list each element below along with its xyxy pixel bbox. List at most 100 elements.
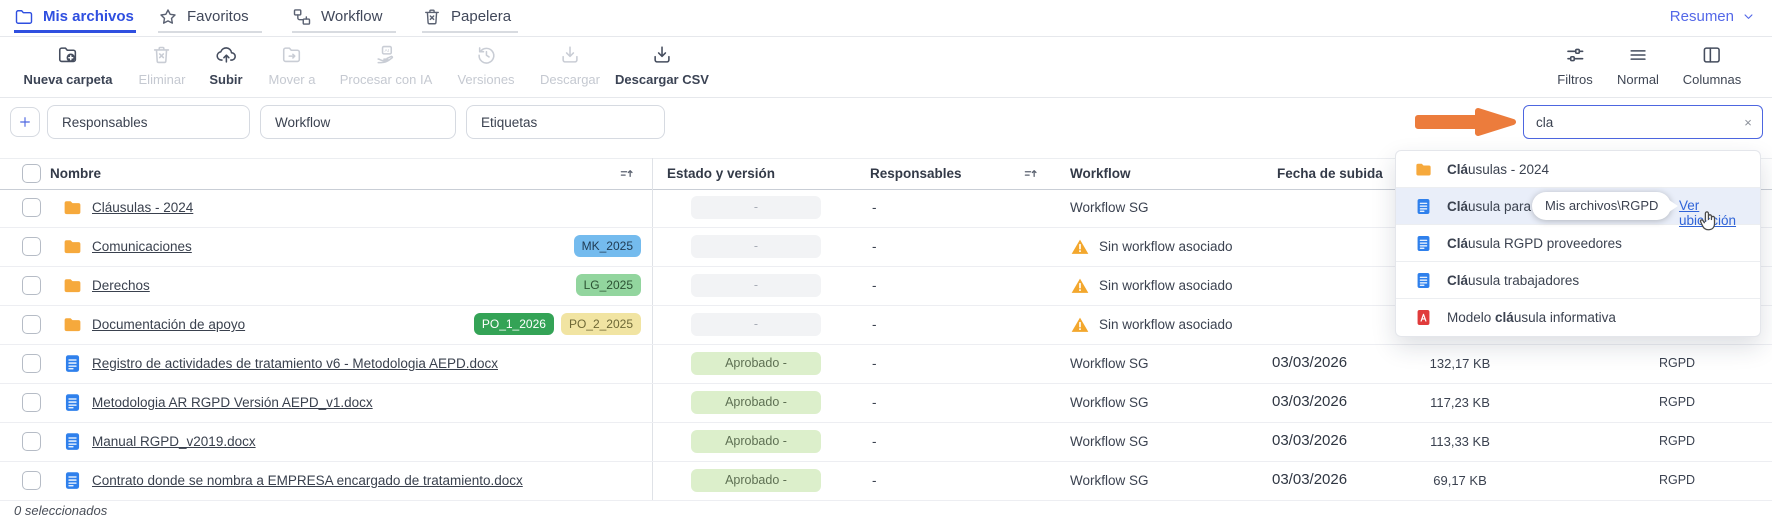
warning-icon: [1070, 276, 1090, 296]
responsables-cell: -: [872, 317, 877, 332]
tab-favoritos[interactable]: Favoritos: [158, 0, 262, 33]
row-checkbox[interactable]: [22, 393, 41, 412]
toolbar-button-descargar: Descargar: [540, 44, 600, 87]
sort-icon[interactable]: [618, 165, 636, 183]
date-cell: 03/03/2026: [1272, 432, 1348, 449]
folder-icon: [62, 275, 83, 296]
folder-name-link[interactable]: Derechos: [92, 278, 150, 293]
annotation-arrow: [1414, 107, 1518, 137]
folder-name-link[interactable]: Cláusulas - 2024: [92, 200, 194, 215]
row-checkbox[interactable]: [22, 315, 41, 334]
search-result-item[interactable]: Cláusula trabajadores: [1396, 262, 1760, 299]
toolbar-button-procesar-con-ia: AI Procesar con IA: [340, 44, 432, 87]
search-result-item[interactable]: Cláusula RGPD proveedores: [1396, 225, 1760, 262]
table-row: Documentación de apoyo PO_1_2026 PO_2_202…: [0, 305, 1772, 345]
tag-badge: LG_2025: [575, 274, 641, 296]
filter-select-responsables[interactable]: Responsables: [47, 105, 250, 139]
category-cell: RGPD: [1658, 395, 1696, 409]
folder-name-link[interactable]: Comunicaciones: [92, 239, 192, 254]
row-checkbox[interactable]: [22, 276, 41, 295]
responsables-cell: -: [872, 473, 877, 488]
sort-icon[interactable]: [1022, 165, 1040, 183]
responsables-cell: -: [872, 356, 877, 371]
folder-icon: [62, 314, 83, 335]
toolbar-button-columnas[interactable]: Columnas: [1683, 44, 1741, 87]
workflow-cell: Workflow SG: [1070, 200, 1149, 215]
ver-ubicacion-link[interactable]: Ver ubicación: [1679, 198, 1737, 228]
table-row: Cláusulas - 2024 - - Workflow SG: [0, 188, 1772, 228]
tab-workflow[interactable]: Workflow: [292, 0, 396, 33]
responsables-cell: -: [872, 239, 877, 254]
responsables-cell: -: [872, 200, 877, 215]
table-row: Metodologia AR RGPD Versión AEPD_v1.docx…: [0, 383, 1772, 423]
date-cell: 03/03/2026: [1272, 354, 1348, 371]
search-result-item[interactable]: Modelo cláusula informativa: [1396, 299, 1760, 336]
filter-sliders-icon: [1564, 44, 1586, 66]
row-checkbox[interactable]: [22, 471, 41, 490]
add-filter-button[interactable]: [10, 107, 40, 137]
status-pill: -: [691, 313, 821, 336]
toolbar-button-descargar-csv[interactable]: Descargar CSV: [615, 44, 709, 87]
word-doc-icon: [1414, 197, 1433, 216]
row-checkbox[interactable]: [22, 237, 41, 256]
pdf-icon: [1414, 308, 1433, 327]
svg-text:AI: AI: [385, 48, 390, 54]
file-name-link[interactable]: Metodologia AR RGPD Versión AEPD_v1.docx: [92, 395, 373, 410]
table-row: Contrato donde se nombra a EMPRESA encar…: [0, 461, 1772, 501]
toolbar-button-filtros[interactable]: Filtros: [1557, 44, 1593, 87]
toolbar: Nueva carpeta Eliminar Subir Mover a AI …: [0, 36, 1772, 98]
warning-icon: [1070, 315, 1090, 335]
status-pill: Aprobado -: [691, 430, 821, 453]
table-header: Nombre Estado y versión Responsables Wor…: [0, 158, 1772, 190]
tag-badge: MK_2025: [573, 235, 641, 257]
workflow-cell: Sin workflow asociado: [1070, 236, 1233, 257]
filter-select-etiquetas[interactable]: Etiquetas: [466, 105, 665, 139]
word-doc-icon: [1414, 234, 1433, 253]
toolbar-button-normal[interactable]: Normal: [1617, 44, 1659, 87]
workflow-cell: Workflow SG: [1070, 395, 1149, 410]
clear-search-icon[interactable]: ×: [1744, 114, 1752, 130]
row-checkbox[interactable]: [22, 432, 41, 451]
download-icon: [559, 44, 581, 66]
list-lines-icon: [1627, 44, 1649, 66]
word-doc-icon: [62, 470, 83, 491]
resumen-toggle[interactable]: Resumen: [1670, 0, 1756, 33]
search-result-item[interactable]: Cláusulas - 2024: [1396, 151, 1760, 188]
select-all-checkbox[interactable]: [22, 164, 41, 183]
word-doc-icon: [62, 353, 83, 374]
file-name-link[interactable]: Manual RGPD_v2019.docx: [92, 434, 256, 449]
tab-mis-archivos[interactable]: Mis archivos: [14, 0, 136, 33]
file-name-link[interactable]: Contrato donde se nombra a EMPRESA encar…: [92, 473, 523, 488]
workflow-cell: Sin workflow asociado: [1070, 275, 1233, 296]
plus-icon: [17, 114, 33, 130]
hand-cursor-icon: [1695, 208, 1721, 234]
move-folder-icon: [281, 44, 303, 66]
toolbar-button-versiones: Versiones: [457, 44, 515, 87]
download-icon: [651, 44, 673, 66]
category-cell: RGPD: [1658, 356, 1696, 370]
workflow-cell: Workflow SG: [1070, 356, 1149, 371]
folder-name-link[interactable]: Documentación de apoyo: [92, 317, 246, 332]
toolbar-button-subir[interactable]: Subir: [209, 44, 243, 87]
toolbar-button-nueva-carpeta[interactable]: Nueva carpeta: [24, 44, 112, 87]
size-cell: 132,17 KB: [1429, 356, 1491, 371]
folder-icon: [1414, 160, 1433, 179]
responsables-cell: -: [872, 434, 877, 449]
search-input[interactable]: [1524, 114, 1734, 130]
star-icon: [158, 7, 178, 27]
selection-count: 0 seleccionados: [14, 503, 108, 518]
history-icon: [475, 44, 497, 66]
filter-select-workflow[interactable]: Workflow: [260, 105, 456, 139]
column-header-fecha: Fecha de subida: [1277, 166, 1383, 181]
status-pill: Aprobado -: [691, 352, 821, 375]
folder-icon: [62, 236, 83, 257]
tag-list: MK_2025: [420, 235, 641, 257]
file-name-link[interactable]: Registro de actividades de tratamiento v…: [92, 356, 498, 371]
row-checkbox[interactable]: [22, 354, 41, 373]
column-divider: [652, 158, 653, 500]
tab-papelera[interactable]: Papelera: [422, 0, 518, 33]
word-doc-icon: [1414, 271, 1433, 290]
table-row: Registro de actividades de tratamiento v…: [0, 344, 1772, 384]
row-checkbox[interactable]: [22, 198, 41, 217]
word-doc-icon: [62, 431, 83, 452]
